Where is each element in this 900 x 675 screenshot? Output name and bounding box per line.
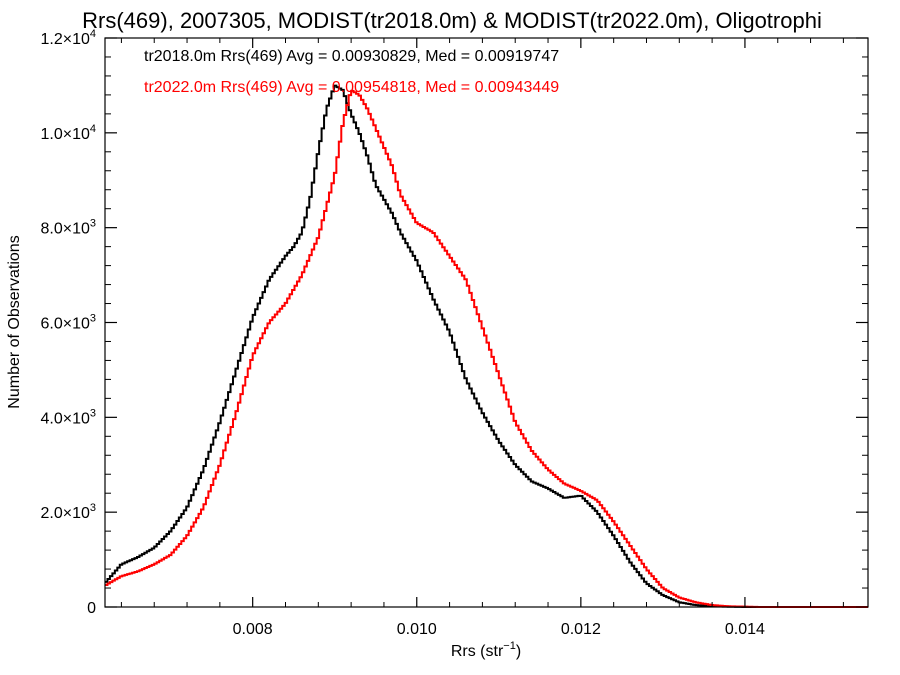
y-tick-mantissa-2: 4.0×10 — [40, 410, 89, 427]
series-line-0 — [105, 84, 868, 608]
y-tick-mantissa-3: 6.0×10 — [40, 316, 89, 333]
y-tick-exponent-3: 3 — [90, 313, 96, 325]
series-line-1 — [105, 89, 868, 608]
y-tick-exponent-5: 4 — [90, 123, 96, 135]
chart-title: Rrs(469), 2007305, MODIST(tr2018.0m) & M… — [82, 8, 822, 33]
x-tick-label-1: 0.010 — [397, 621, 437, 638]
y-tick-exponent-4: 3 — [90, 218, 96, 230]
y-tick-label-5: 1.0×104 — [40, 123, 96, 143]
legend-entry-tr2018: tr2018.0m Rrs(469) Avg = 0.00930829, Med… — [144, 48, 559, 65]
y-tick-exponent-2: 3 — [90, 407, 96, 419]
x-tick-label-3: 0.014 — [725, 621, 765, 638]
x-axis-label-main: Rrs (str — [451, 643, 504, 660]
x-axis-label-end: ) — [516, 643, 521, 660]
y-tick-exponent-1: 3 — [90, 502, 96, 514]
y-axis-label: Number of Observations — [6, 235, 23, 408]
x-axis-label: Rrs (str−1) — [451, 640, 521, 660]
x-tick-label-2: 0.012 — [561, 621, 601, 638]
legend-entry-tr2022: tr2022.0m Rrs(469) Avg = 0.00954818, Med… — [144, 79, 559, 96]
y-tick-mantissa-5: 1.0×10 — [40, 126, 89, 143]
y-tick-label-1: 2.0×103 — [40, 502, 96, 522]
x-axis-label-sup: −1 — [503, 640, 516, 652]
y-tick-mantissa-0: 0 — [87, 600, 96, 617]
y-tick-mantissa-6: 1.2×10 — [40, 31, 89, 48]
ticks-layer: 0.008 0.010 0.012 0.01402.0×1034.0×1036.0×1… — [40, 28, 868, 638]
y-tick-mantissa-1: 2.0×10 — [40, 505, 89, 522]
y-tick-mantissa-4: 8.0×10 — [40, 221, 89, 238]
series-layer — [105, 84, 868, 608]
y-tick-label-2: 4.0×103 — [40, 407, 96, 427]
legend: tr2018.0m Rrs(469) Avg = 0.00930829, Med… — [144, 48, 559, 96]
plot-frame — [104, 37, 869, 608]
y-tick-label-3: 6.0×103 — [40, 313, 96, 333]
y-tick-label-4: 8.0×103 — [40, 218, 96, 238]
x-tick-label-0: 0.008 — [233, 621, 273, 638]
y-tick-exponent-6: 4 — [90, 28, 96, 40]
y-tick-label-0: 0 — [87, 600, 96, 617]
y-tick-label-6: 1.2×104 — [40, 28, 96, 48]
